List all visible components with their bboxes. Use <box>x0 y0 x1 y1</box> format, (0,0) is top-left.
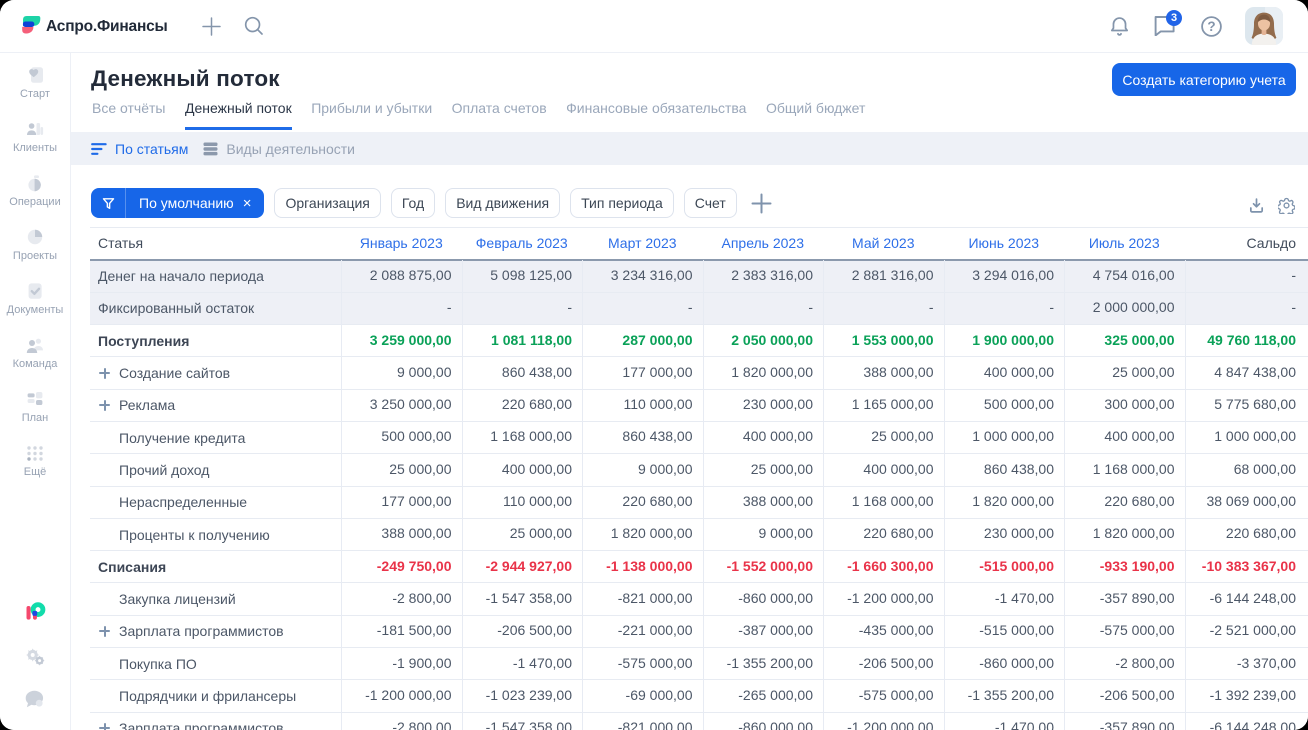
svg-text:?: ? <box>1207 19 1215 34</box>
